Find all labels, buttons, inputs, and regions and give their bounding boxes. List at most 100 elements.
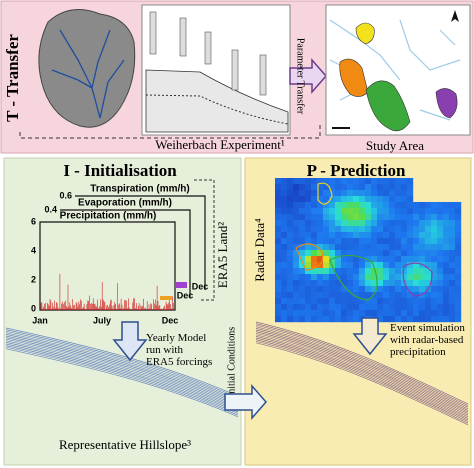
soil-layer [5,340,239,410]
radar-cell [347,268,354,275]
radar-cell [299,196,306,203]
radar-cell [353,310,360,317]
radar-cell [407,274,414,281]
radar-cell [365,226,372,233]
radar-cell [365,184,372,191]
radar-cell [443,256,450,263]
radar-cell [323,304,330,311]
radar-cell [389,250,396,257]
radar-cell [317,280,324,287]
radar-cell [311,214,318,221]
soil-layer [255,329,469,413]
radar-cell [413,220,420,227]
radar-cell [383,178,390,185]
radar-cell [317,286,324,293]
radar-cell [359,310,366,317]
radar-cell [353,232,360,239]
radar-cell [281,232,288,239]
radar-cell [371,238,378,245]
radar-cell [431,250,438,257]
radar-cell [347,238,354,245]
radar-cell [335,256,342,263]
radar-cell [323,232,330,239]
radar-cell [335,268,342,275]
soil-layer [255,342,469,426]
radar-cell [377,280,384,287]
radar-cell [371,268,378,275]
radar-cell [371,244,378,251]
radar-cell [281,256,288,263]
radar-cell [275,274,282,281]
radar-cell [323,310,330,317]
radar-cell [353,280,360,287]
radar-cell [401,196,408,203]
radar-cell [335,292,342,299]
radar-cell [443,286,450,293]
radar-cell [359,226,366,233]
radar-cell [383,262,390,269]
radar-cell [443,214,450,221]
radar-cell [455,244,462,251]
radar-cell [407,316,414,323]
hillslope [255,321,469,426]
radar-cell [407,238,414,245]
radar-cell [287,220,294,227]
radar-cell [353,208,360,215]
radar-cell [359,232,366,239]
radar-cell [407,232,414,239]
radar-cell [413,256,420,263]
bar [175,282,187,288]
soil-layer [255,323,469,406]
radar-cell [281,178,288,185]
radar-cell [419,220,426,227]
radar-cell [389,256,396,263]
radar-cell [323,298,330,305]
radar-cell [389,274,396,281]
radar-cell [311,286,318,293]
tick-label: Jan [32,315,48,325]
radar-cell [311,280,318,287]
transfer-arrow [289,58,327,94]
radar-cell [425,208,432,215]
down-arrow [352,317,388,356]
radar-cell [383,274,390,281]
radar-cell [317,208,324,215]
radar-cell [443,268,450,275]
radar-cell [437,220,444,227]
tick-label: July [93,315,111,325]
radar-cell [329,298,336,305]
catchment [339,58,369,97]
radar-cell [341,184,348,191]
radar-cell [449,238,456,245]
precipitation-bars [40,273,187,310]
radar-cell [419,310,426,317]
radar-cell [275,256,282,263]
radar-cell [377,310,384,317]
radar-cell [419,202,426,209]
radar-cell [359,244,366,251]
radar-cell [347,220,354,227]
radar-cell [443,244,450,251]
radar-cell [317,238,324,245]
radar-cell [371,184,378,191]
radar-cell [299,184,306,191]
radar-cell [353,292,360,299]
radar-cell [383,268,390,275]
radar-cell [389,202,396,209]
radar-cell [419,286,426,293]
radar-cell [299,238,306,245]
radar-cell [311,196,318,203]
radar-cell [287,184,294,191]
radar-cell [341,286,348,293]
radar-cell [425,232,432,239]
radar-cell [395,202,402,209]
radar-cell [293,190,300,197]
radar-cell [383,208,390,215]
radar-cell [413,280,420,287]
radar-cell [353,226,360,233]
radar-cell [455,214,462,221]
soil-layer [5,346,239,416]
radar-cell [329,220,336,227]
radar-cell [371,310,378,317]
radar-cell [293,232,300,239]
